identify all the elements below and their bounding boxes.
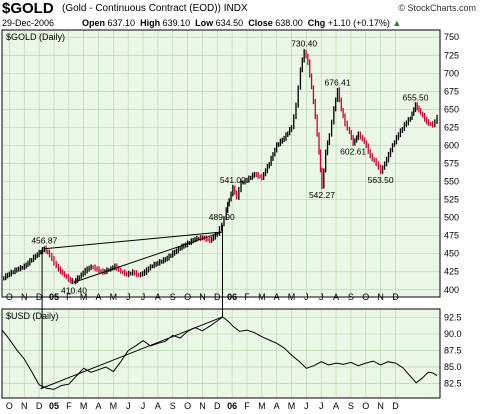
usd-x-tick-label: D [214,401,221,411]
usd-x-tick-label: N [21,401,28,411]
usd-x-tick-label: O [184,401,191,411]
ticker-name: (Gold - Continuous Contract (EOD)) INDX [62,3,248,14]
usd-x-tick-label: M [110,401,118,411]
gold-price-annotation: 489.90 [209,212,235,222]
usd-x-tick-label: J [319,401,324,411]
gold-y-tick-label: 550 [444,177,459,187]
gold-price-annotation: 410.40 [61,285,87,295]
usd-panel-border [1,308,441,399]
usd-x-tick-label: S [348,401,354,411]
usd-x-tick-label: A [333,401,339,411]
gold-price-annotation: 730.40 [291,38,317,48]
ticker-fullname: (Gold - Continuous Contract (EOD)) [62,3,221,14]
exchange-label: INDX [223,3,248,14]
gold-y-tick-label: 475 [444,231,459,241]
usd-x-tick-label: A [274,401,280,411]
quote-date: 29-Dec-2006 [2,18,55,28]
usd-x-tick-label: J [141,401,146,411]
gold-y-tick-label: 650 [444,104,459,114]
usd-x-tick-label: A [155,401,161,411]
gold-y-tick-label: 700 [444,68,459,78]
close-value: 638.00 [275,18,303,28]
chg-value: +1.10 (+0.17%) [327,18,390,28]
usd-x-tick-label: M [258,401,266,411]
usd-series-line [1,316,438,390]
usd-y-tick-label: 85.0 [444,362,462,372]
gold-y-tick-label: 725 [444,50,459,60]
gold-y-tick-label: 400 [444,285,459,295]
usd-x-tick-label: A [96,401,102,411]
usd-x-tick-label: N [377,401,384,411]
gold-y-tick-label: 750 [444,32,459,42]
usd-y-tick-label: 90.0 [444,329,462,339]
usd-x-tick-label: S [170,401,176,411]
usd-x-tick-label: J [126,401,131,411]
gold-price-annotation: 542.27 [309,190,335,200]
gold-y-tick-label: 675 [444,86,459,96]
usd-x-tick-label: D [36,401,43,411]
gold-panel-border [1,29,441,298]
gold-trendline [44,231,222,250]
usd-panel-label: $USD (Daily) [6,311,59,321]
usd-x-tick-label: M [80,401,88,411]
usd-x-tick-label: O [362,401,369,411]
usd-x-tick-label: 06 [227,401,237,411]
gold-price-annotation: 676.41 [325,77,351,87]
open-label: Open [82,18,106,28]
usd-x-tick-label: O [6,401,13,411]
close-label: Close [248,18,273,28]
usd-x-tick-label: N [199,401,206,411]
stockcharts-logo: © StockCharts.com [398,3,476,13]
gold-y-tick-label: 500 [444,213,459,223]
low-value: 634.50 [215,18,244,28]
gold-y-tick-label: 600 [444,140,459,150]
chg-label: Chg [307,18,326,28]
gold-y-tick-label: 425 [444,267,459,277]
open-value: 637.10 [107,18,136,28]
usd-x-tick-label: J [304,401,309,411]
high-value: 639.10 [162,18,191,28]
usd-x-tick-label: M [288,401,296,411]
ohlc-readout: Open 637.10 High 639.10 Low 634.50 Close… [82,18,401,28]
usd-x-tick-label: D [392,401,399,411]
gold-y-tick-label: 575 [444,159,459,169]
gold-price-annotation: 456.87 [31,236,57,246]
gold-trendline [73,231,222,283]
usd-y-tick-label: 82.5 [444,378,462,388]
gold-panel-label: $GOLD (Daily) [6,32,65,42]
usd-trendline [40,316,223,390]
usd-y-tick-label: 87.5 [444,346,462,356]
usd-x-tick-label: 05 [49,401,59,411]
low-label: Low [195,18,214,28]
high-label: High [140,18,161,28]
gold-price-annotation: 541.00 [220,175,246,185]
usd-x-tick-label: F [66,401,72,411]
usd-y-tick-label: 92.5 [444,313,462,323]
gold-y-tick-label: 450 [444,249,459,259]
gold-price-annotation: 563.50 [368,175,394,185]
ticker-symbol: $GOLD [2,0,54,17]
gold-price-annotation: 602.61 [340,147,366,157]
gold-y-tick-label: 525 [444,195,459,205]
gold-price-annotation: 655.50 [403,92,429,102]
chg-up-arrow-icon: ▲ [392,18,402,28]
gold-y-tick-label: 625 [444,122,459,132]
usd-x-tick-label: F [244,401,250,411]
